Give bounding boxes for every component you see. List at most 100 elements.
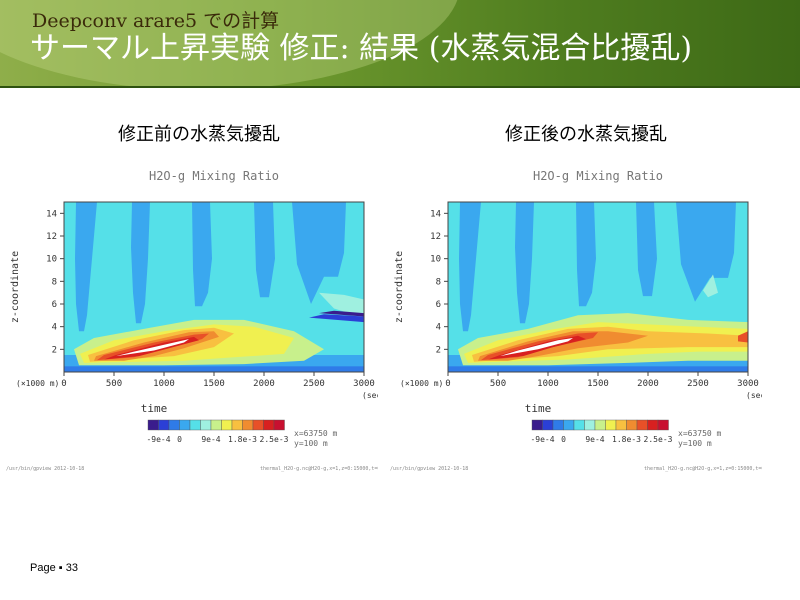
- colorbar-label: -9e-4: [146, 435, 170, 444]
- heatmap-field: [64, 202, 364, 372]
- figure-footer-right: thermal_H2O-g.nc@H2O-g,x=1,z=0:15000,t=0: [260, 466, 378, 472]
- vertical-plume-3: [636, 202, 657, 297]
- colorbar-swatch: [636, 419, 648, 431]
- x-axis-label: time: [525, 402, 552, 415]
- colorbar-label: 0: [561, 435, 566, 444]
- colorbar-swatch: [210, 419, 222, 431]
- slide-subtitle: Deepconv arare5 での計算: [32, 10, 280, 32]
- chart-title: H2O-g Mixing Ratio: [533, 169, 663, 183]
- plume-layer-6: [116, 339, 189, 357]
- light-tongue: [703, 274, 718, 298]
- x-tick-label: 1000: [153, 379, 175, 389]
- colorbar-swatch: [563, 419, 575, 431]
- x-unit-label: (sec): [746, 391, 762, 400]
- colorbar-label: -9e-4: [530, 435, 554, 444]
- figure-footer-right: thermal_H2O-g.nc@H2O-g,x=1,z=0:15000,t=0…: [644, 466, 762, 472]
- annotation-text: y=100 m: [294, 439, 328, 448]
- x-tick-label: 3000: [353, 379, 375, 389]
- x-tick-label: 1500: [587, 379, 609, 389]
- heatmap-after: H2O-g Mixing Ratio 2 4 6 8 10 12 14 z-coordinate…: [390, 169, 762, 472]
- annotation-text: y=100 m: [678, 439, 712, 448]
- y-tick-label: 6: [52, 300, 57, 310]
- y-tick-label: 2: [436, 345, 441, 355]
- surface-layer: [64, 366, 364, 372]
- y-tick-label: 8: [52, 277, 57, 287]
- annotation-text: x=63750 m: [678, 429, 722, 438]
- plume-layer-7: [500, 338, 573, 357]
- figure-after: H2O-g Mixing Ratio 2 4 6 8 10 12 14 z-coordinate…: [386, 152, 762, 484]
- y-tick-label: 10: [46, 255, 57, 265]
- colorbar-swatch: [231, 419, 243, 431]
- x-tick-label: 1500: [203, 379, 225, 389]
- page-number: Page ▪ 33: [30, 562, 78, 574]
- colorbar-swatch: [531, 419, 543, 431]
- x-unit-label: (sec): [362, 391, 378, 400]
- colorbar-swatch: [615, 419, 627, 431]
- colorbar-swatch: [147, 419, 159, 431]
- y-tick-label: 6: [436, 300, 441, 310]
- title-banner: Deepconv arare5 での計算 サーマル上昇実験 修正: 結果 (水蒸…: [0, 0, 800, 88]
- x-tick-label: 500: [490, 379, 506, 389]
- figure-footer-left: /usr/bin/gpview 2012-10-18: [390, 466, 468, 472]
- colorbar-label: 1.8e-3: [612, 435, 641, 444]
- vertical-plume-2: [576, 202, 596, 307]
- colorbar-swatch: [252, 419, 264, 431]
- y-tick-label: 8: [436, 277, 441, 287]
- colorbar-swatch: [221, 419, 233, 431]
- colorbar-swatch: [584, 419, 596, 431]
- colorbar-swatch: [158, 419, 170, 431]
- y-tick-label: 2: [52, 345, 57, 355]
- colorbar-label: 9e-4: [201, 435, 220, 444]
- y-unit-label: (×1000 m): [16, 379, 59, 388]
- annotation-text: x=63750 m: [294, 429, 338, 438]
- vertical-plume-0: [459, 202, 481, 332]
- y-tick-label: 12: [430, 232, 441, 242]
- colorbar-label: 9e-4: [585, 435, 604, 444]
- y-tick-label: 4: [436, 323, 441, 333]
- colorbar-label: 0: [177, 435, 182, 444]
- x-tick-label: 500: [106, 379, 122, 389]
- colorbar-swatch: [552, 419, 564, 431]
- x-tick-label: 2500: [687, 379, 709, 389]
- y-tick-label: 14: [430, 209, 441, 219]
- colorbar-swatch: [626, 419, 638, 431]
- y-tick-label: 10: [430, 255, 441, 265]
- colorbar-swatch: [573, 419, 585, 431]
- y-tick-label: 12: [46, 232, 57, 242]
- colorbar-swatch: [189, 419, 201, 431]
- colorbar-swatch: [605, 419, 617, 431]
- y-axis-label: z-coordinate: [10, 251, 21, 323]
- colorbar-swatch: [179, 419, 191, 431]
- chart-title: H2O-g Mixing Ratio: [149, 169, 279, 183]
- y-unit-label: (×1000 m): [400, 379, 443, 388]
- panel-heading-after: 修正後の水蒸気擾乱: [505, 124, 667, 145]
- colorbar-swatch: [168, 419, 180, 431]
- x-tick-label: 2000: [253, 379, 275, 389]
- colorbar-label: 2.5e-3: [260, 435, 289, 444]
- colorbar-swatch: [200, 419, 212, 431]
- y-tick-label: 14: [46, 209, 57, 219]
- colorbar-swatch: [657, 419, 669, 431]
- x-tick-label: 0: [61, 379, 66, 389]
- colorbar-swatch: [263, 419, 275, 431]
- light-tongue: [319, 292, 364, 318]
- colorbar-swatch: [242, 419, 254, 431]
- heatmap-before: H2O-g Mixing Ratio 2 4 6 8 10 12 14 z-coordinate…: [6, 169, 378, 472]
- x-axis-label: time: [141, 402, 168, 415]
- colorbar-swatch: [647, 419, 659, 431]
- colorbar-label: 1.8e-3: [228, 435, 257, 444]
- plume-layer-5: [738, 331, 748, 343]
- surface-layer: [448, 366, 748, 372]
- colorbar-swatch: [594, 419, 606, 431]
- vertical-plume-0: [75, 202, 97, 332]
- vertical-plume-1: [515, 202, 534, 324]
- x-tick-label: 2000: [637, 379, 659, 389]
- y-tick-label: 4: [52, 323, 57, 333]
- vertical-plume-4: [676, 202, 736, 302]
- vertical-plume-2: [192, 202, 212, 307]
- colorbar-swatch: [273, 419, 285, 431]
- vertical-plume-3: [254, 202, 275, 298]
- panel-heading-before: 修正前の水蒸気擾乱: [118, 124, 280, 145]
- colorbar-label: 2.5e-3: [644, 435, 673, 444]
- figure-footer-left: /usr/bin/gpview 2012-10-18: [6, 466, 84, 472]
